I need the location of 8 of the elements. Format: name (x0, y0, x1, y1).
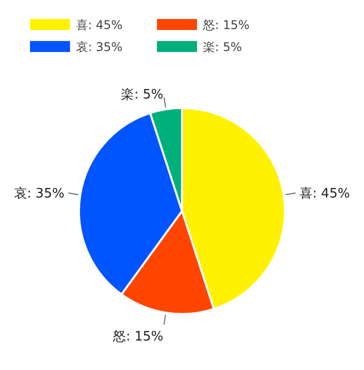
slice-label: 楽: 5% (121, 87, 164, 102)
legend-label: 哀: 35% (76, 40, 123, 54)
slice-label: 喜: 45% (300, 186, 350, 202)
legend-label: 怒: 15% (202, 18, 250, 32)
legend-label: 楽: 5% (203, 40, 242, 54)
legend-label: 喜: 45% (76, 18, 123, 32)
slice-label: 怒: 15% (112, 330, 164, 345)
slice-label: 哀: 35% (14, 186, 64, 202)
